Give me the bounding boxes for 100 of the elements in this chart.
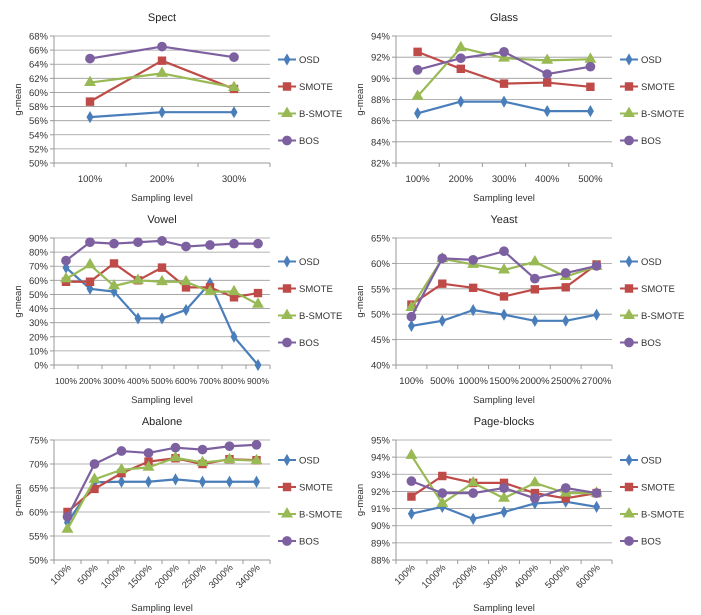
y-tick-label: 60% <box>28 508 49 518</box>
legend-label: SMOTE <box>299 482 333 494</box>
x-tick-label: 800% <box>223 376 246 386</box>
y-tick-label: 93% <box>370 470 391 481</box>
x-tick-label: 500% <box>151 376 174 386</box>
x-tick-label: 400% <box>127 376 150 386</box>
x-axis-title: Sampling level <box>473 603 535 614</box>
y-tick-label: 88% <box>370 95 391 106</box>
y-tick-label: 90% <box>370 521 391 532</box>
legend-label: OSD <box>299 257 320 268</box>
y-tick-label: 58% <box>28 102 49 114</box>
x-axis-title: Sampling level <box>131 603 193 614</box>
y-tick-label: 60% <box>370 258 391 270</box>
y-axis-title: g-mean <box>13 83 24 116</box>
x-tick-label: 700% <box>199 376 222 386</box>
chart-title: Page-blocks <box>474 416 535 428</box>
y-tick-label: 84% <box>370 137 391 148</box>
y-tick-label: 66% <box>28 46 49 57</box>
x-tick-label: 300% <box>103 376 126 386</box>
legend-label: BOS <box>641 136 662 147</box>
y-tick-label: 54% <box>28 130 49 142</box>
legend-label: OSD <box>641 55 662 66</box>
y-tick-label: 50% <box>28 290 49 301</box>
y-tick-label: 56% <box>28 116 49 128</box>
y-tick-label: 50% <box>370 310 391 321</box>
y-tick-label: 40% <box>370 360 391 372</box>
legend-label: OSD <box>641 456 662 466</box>
chart-title: Spect <box>148 12 176 24</box>
y-tick-label: 50% <box>28 556 49 566</box>
x-axis-title: Sampling level <box>473 193 535 204</box>
y-tick-label: 70% <box>28 460 49 470</box>
y-tick-label: 92% <box>370 52 391 64</box>
y-tick-label: 62% <box>28 74 49 85</box>
x-tick-label: 600% <box>175 376 198 386</box>
legend-label: B-SMOTE <box>299 109 342 120</box>
y-tick-label: 10% <box>28 346 49 358</box>
y-tick-label: 64% <box>28 60 49 71</box>
y-tick-label: 86% <box>370 116 391 128</box>
x-tick-label: 200% <box>79 376 102 386</box>
y-tick-label: 60% <box>28 88 49 99</box>
x-axis-title: Sampling level <box>131 193 193 204</box>
y-tick-label: 30% <box>28 318 49 330</box>
y-tick-label: 88% <box>370 556 391 566</box>
x-tick-label: 100% <box>399 376 424 387</box>
legend-label: BOS <box>641 338 662 349</box>
chart-title: Abalone <box>142 416 182 428</box>
x-tick-label: 200% <box>150 174 175 185</box>
y-tick-label: 55% <box>28 532 49 542</box>
y-tick-label: 95% <box>370 436 391 446</box>
legend-label: B-SMOTE <box>641 311 684 322</box>
y-tick-label: 68% <box>28 32 49 42</box>
y-axis-title: g-mean <box>13 285 24 318</box>
legend-label: B-SMOTE <box>641 510 684 520</box>
x-axis-title: Sampling level <box>473 395 535 406</box>
legend-label: BOS <box>299 136 320 147</box>
y-tick-label: 75% <box>28 436 49 446</box>
legend-label: OSD <box>641 257 662 268</box>
x-tick-label: 200% <box>448 174 474 185</box>
y-tick-label: 40% <box>28 304 49 316</box>
y-tick-label: 65% <box>370 234 391 244</box>
legend-label: SMOTE <box>641 284 675 295</box>
legend-label: BOS <box>299 338 320 349</box>
y-tick-label: 82% <box>370 158 391 170</box>
y-tick-label: 70% <box>28 262 49 273</box>
x-tick-label: 100% <box>55 376 78 386</box>
legend-label: BOS <box>641 536 662 548</box>
legend-label: B-SMOTE <box>299 311 342 322</box>
legend-label: SMOTE <box>299 82 333 93</box>
y-tick-label: 90% <box>370 74 391 85</box>
y-tick-label: 60% <box>28 276 49 287</box>
y-tick-label: 65% <box>28 484 49 494</box>
legend-label: SMOTE <box>641 82 675 93</box>
x-tick-label: 2000% <box>520 376 550 387</box>
y-tick-label: 0% <box>34 360 49 372</box>
y-axis-title: g-mean <box>355 285 366 318</box>
legend-label: OSD <box>299 55 320 66</box>
y-tick-label: 20% <box>28 332 49 344</box>
x-axis-title: Sampling level <box>131 395 193 406</box>
y-tick-label: 89% <box>370 538 391 550</box>
legend-label: B-SMOTE <box>641 109 684 120</box>
legend-label: SMOTE <box>299 284 333 295</box>
legend-label: OSD <box>299 456 320 466</box>
y-axis-title: g-mean <box>355 484 366 516</box>
x-tick-label: 400% <box>535 174 560 185</box>
x-tick-label: 1500% <box>489 376 520 387</box>
legend-label: B-SMOTE <box>299 510 342 520</box>
y-tick-label: 92% <box>370 486 391 498</box>
chart-title: Vowel <box>147 214 177 226</box>
x-tick-label: 300% <box>492 174 517 185</box>
y-tick-label: 94% <box>370 32 391 42</box>
y-tick-label: 90% <box>28 234 49 244</box>
y-axis-title: g-mean <box>13 484 24 516</box>
y-axis-title: g-mean <box>355 83 366 116</box>
x-tick-label: 100% <box>405 174 430 185</box>
y-tick-label: 52% <box>28 144 49 156</box>
x-tick-label: 1000% <box>458 376 488 387</box>
x-tick-label: 100% <box>78 174 103 185</box>
x-tick-label: 2700% <box>582 376 612 387</box>
chart-title: Yeast <box>490 214 518 226</box>
x-tick-label: 300% <box>222 174 247 185</box>
